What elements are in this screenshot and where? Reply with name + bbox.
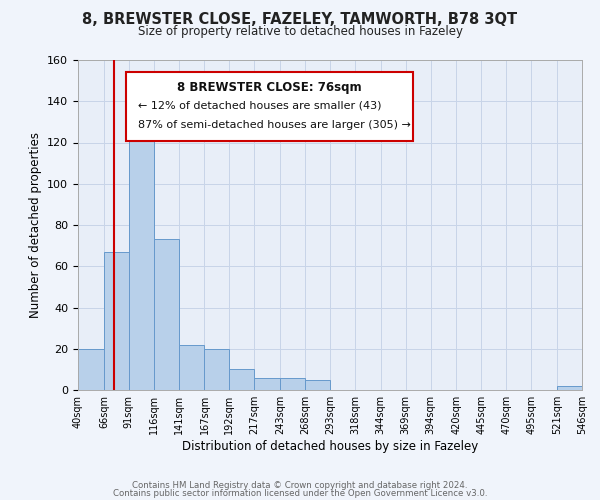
- Bar: [129, 132, 154, 390]
- Bar: [254, 378, 280, 390]
- Bar: [280, 378, 305, 390]
- Bar: [229, 370, 254, 390]
- Text: Contains HM Land Registry data © Crown copyright and database right 2024.: Contains HM Land Registry data © Crown c…: [132, 480, 468, 490]
- Bar: [557, 386, 582, 390]
- Bar: [78, 349, 104, 390]
- Bar: [179, 344, 205, 390]
- Bar: [205, 349, 229, 390]
- FancyBboxPatch shape: [126, 72, 413, 141]
- Y-axis label: Number of detached properties: Number of detached properties: [29, 132, 41, 318]
- Bar: [104, 252, 129, 390]
- Text: Contains public sector information licensed under the Open Government Licence v3: Contains public sector information licen…: [113, 489, 487, 498]
- Text: ← 12% of detached houses are smaller (43): ← 12% of detached houses are smaller (43…: [139, 100, 382, 110]
- Bar: [305, 380, 330, 390]
- Bar: [154, 240, 179, 390]
- X-axis label: Distribution of detached houses by size in Fazeley: Distribution of detached houses by size …: [182, 440, 478, 453]
- Text: 8 BREWSTER CLOSE: 76sqm: 8 BREWSTER CLOSE: 76sqm: [177, 82, 362, 94]
- Text: Size of property relative to detached houses in Fazeley: Size of property relative to detached ho…: [137, 25, 463, 38]
- Text: 8, BREWSTER CLOSE, FAZELEY, TAMWORTH, B78 3QT: 8, BREWSTER CLOSE, FAZELEY, TAMWORTH, B7…: [82, 12, 518, 28]
- Text: 87% of semi-detached houses are larger (305) →: 87% of semi-detached houses are larger (…: [139, 120, 412, 130]
